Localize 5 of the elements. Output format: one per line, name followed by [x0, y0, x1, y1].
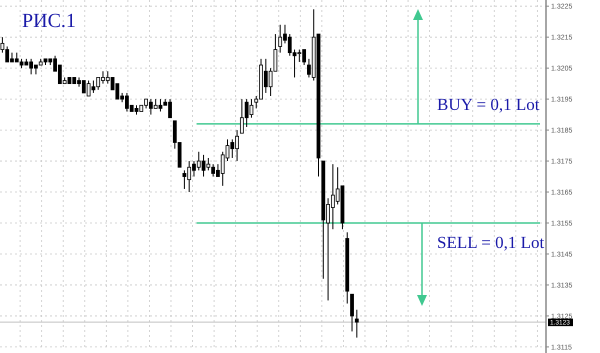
candlestick — [354, 309, 359, 338]
text: РИС.1 — [22, 10, 76, 32]
annotation: SELL = 0,1 Lot — [437, 233, 544, 252]
annotation: BUY = 0,1 Lot — [437, 94, 540, 114]
candlestick — [350, 294, 354, 332]
